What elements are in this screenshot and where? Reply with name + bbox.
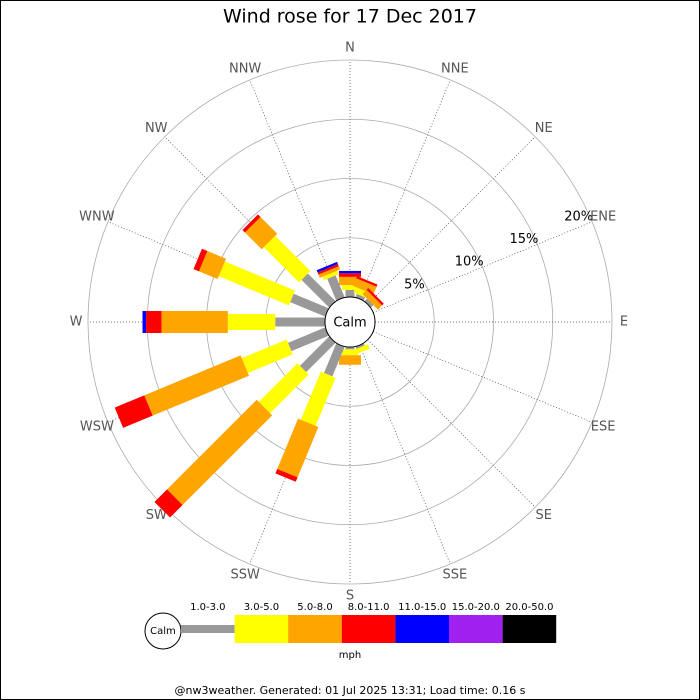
footer: @nw3weather. Generated: 01 Jul 2025 13:3… bbox=[175, 684, 526, 697]
direction-label: NW bbox=[145, 121, 168, 136]
calm-circle bbox=[324, 296, 376, 348]
wind-bar bbox=[242, 214, 261, 233]
wind-bar bbox=[144, 355, 250, 416]
wind-bar bbox=[263, 235, 311, 283]
wind-bar bbox=[327, 275, 345, 301]
direction-label: SE bbox=[536, 508, 552, 523]
legend-swatch bbox=[234, 615, 289, 643]
wind-bar bbox=[241, 339, 293, 373]
legend-calm-label: Calm bbox=[150, 626, 176, 637]
wind-bar bbox=[353, 278, 377, 295]
wind-bar bbox=[345, 289, 355, 297]
legend-swatch bbox=[449, 615, 503, 643]
chart-title: Wind rose for 17 Dec 2017 bbox=[223, 6, 477, 28]
wind-bar bbox=[342, 349, 358, 356]
wind-bar bbox=[339, 273, 361, 277]
unit-label: mph bbox=[339, 650, 361, 661]
legend-label: 5.0-8.0 bbox=[297, 602, 332, 613]
direction-label: NNE bbox=[441, 61, 469, 76]
wind-bar bbox=[356, 276, 378, 287]
wind-bar bbox=[244, 216, 278, 250]
wind-bar bbox=[275, 317, 325, 327]
wind-bar bbox=[339, 270, 361, 274]
legend-label: 1.0-3.0 bbox=[190, 602, 225, 613]
direction-label: SW bbox=[146, 508, 167, 523]
spoke bbox=[359, 344, 451, 565]
wind-bar bbox=[218, 261, 295, 306]
spoke bbox=[367, 136, 536, 305]
direction-label: SSE bbox=[442, 568, 467, 583]
wind-bar bbox=[198, 251, 227, 280]
wind-bar bbox=[154, 489, 183, 518]
wind-bar bbox=[287, 327, 329, 352]
grid-ring bbox=[87, 59, 613, 585]
wind-bar bbox=[146, 311, 162, 333]
direction-label: E bbox=[620, 315, 628, 330]
ring-label: 15% bbox=[509, 232, 538, 247]
direction-label: ESE bbox=[591, 419, 616, 434]
calm-label: Calm bbox=[333, 316, 366, 331]
wind-bar bbox=[277, 418, 319, 478]
ring-label: 10% bbox=[455, 255, 484, 270]
spoke bbox=[372, 331, 593, 423]
wind-bar bbox=[290, 293, 329, 317]
direction-label: NE bbox=[535, 121, 553, 136]
wind-bar bbox=[114, 395, 153, 428]
wind-bar bbox=[324, 343, 345, 377]
wind-bar bbox=[301, 273, 336, 308]
legend-swatch bbox=[502, 615, 557, 643]
legend-label: 8.0-11.0 bbox=[348, 602, 390, 613]
direction-label: WNW bbox=[79, 210, 115, 225]
legend-swatch bbox=[288, 615, 342, 643]
legend-label: 20.0-50.0 bbox=[505, 602, 553, 613]
wind-bar bbox=[193, 248, 208, 272]
wind-bar bbox=[167, 399, 273, 505]
direction-label: W bbox=[70, 315, 83, 330]
spoke bbox=[359, 79, 451, 300]
direction-label: N bbox=[345, 41, 355, 56]
direction-label: NNW bbox=[229, 61, 261, 76]
wind-bar bbox=[322, 270, 339, 281]
spoke bbox=[372, 221, 593, 313]
ring-label: 20% bbox=[564, 209, 593, 224]
wind-bar bbox=[364, 298, 374, 308]
wind-bar bbox=[227, 314, 276, 330]
legend-label: 15.0-20.0 bbox=[452, 602, 500, 613]
wind-bar bbox=[318, 266, 341, 278]
wind-bar bbox=[342, 285, 358, 290]
legend-label: 3.0-5.0 bbox=[244, 602, 279, 613]
direction-label: SSW bbox=[230, 568, 260, 583]
direction-label: S bbox=[346, 589, 354, 604]
wind-bar bbox=[275, 468, 298, 482]
wind-bar bbox=[258, 363, 309, 414]
direction-label: ENE bbox=[590, 210, 616, 225]
legend-swatch bbox=[181, 625, 235, 633]
wind-bar bbox=[345, 347, 355, 350]
spoke bbox=[367, 339, 536, 508]
legend-swatch bbox=[395, 615, 449, 643]
wind-bar bbox=[142, 311, 147, 333]
legend-swatch bbox=[341, 615, 396, 643]
wind-bar bbox=[299, 336, 336, 373]
wind-bar bbox=[366, 288, 384, 306]
wind-bar bbox=[355, 343, 365, 350]
wind-bar bbox=[339, 276, 361, 286]
wind-bar bbox=[316, 261, 338, 273]
direction-label: WSW bbox=[80, 419, 114, 434]
wind-bar bbox=[355, 293, 366, 301]
wind-bar bbox=[300, 371, 336, 426]
legend-label: 11.0-15.0 bbox=[398, 602, 446, 613]
wind-bar bbox=[161, 311, 228, 333]
wind-bar bbox=[317, 264, 339, 275]
spoke bbox=[249, 79, 341, 300]
wind-bar bbox=[362, 289, 383, 310]
wind-bar bbox=[339, 355, 361, 365]
ring-label: 5% bbox=[404, 277, 425, 292]
